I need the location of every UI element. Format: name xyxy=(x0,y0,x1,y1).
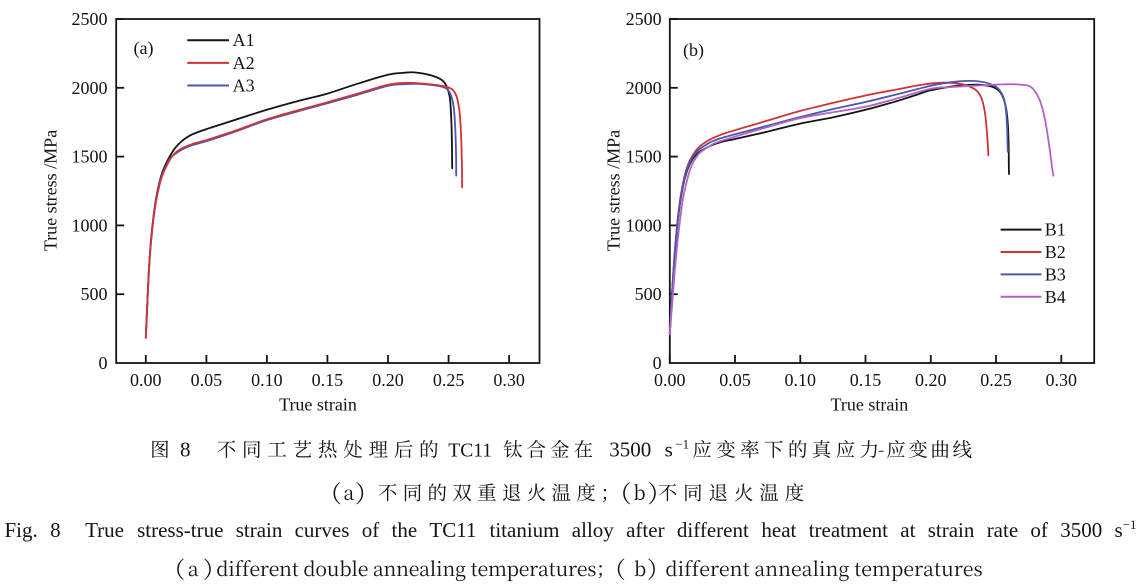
svg-text:A2: A2 xyxy=(233,53,255,73)
svg-text:0.25: 0.25 xyxy=(980,370,1012,390)
svg-text:1500: 1500 xyxy=(72,147,108,167)
svg-text:500: 500 xyxy=(635,284,662,304)
svg-text:1000: 1000 xyxy=(72,215,108,235)
svg-text:0.20: 0.20 xyxy=(372,370,404,390)
svg-text:1500: 1500 xyxy=(626,147,662,167)
svg-text:TC11: TC11 xyxy=(448,441,492,462)
svg-text:heat: heat xyxy=(761,518,796,542)
svg-text:8: 8 xyxy=(50,518,61,542)
svg-text:0.25: 0.25 xyxy=(433,370,465,390)
svg-text:2000: 2000 xyxy=(72,78,108,98)
svg-text:A3: A3 xyxy=(233,76,255,96)
svg-text:0.15: 0.15 xyxy=(850,370,882,390)
svg-text:3500: 3500 xyxy=(1060,518,1102,542)
svg-text:500: 500 xyxy=(81,284,108,304)
svg-text:0.10: 0.10 xyxy=(251,370,283,390)
svg-text:at: at xyxy=(900,518,915,542)
svg-text:−1: −1 xyxy=(675,437,689,452)
svg-text:of: of xyxy=(1030,518,1048,542)
svg-text:strain: strain xyxy=(928,518,975,542)
svg-text:8: 8 xyxy=(180,438,191,462)
svg-text:TC11: TC11 xyxy=(429,518,476,542)
svg-text:A1: A1 xyxy=(233,30,255,50)
svg-text:s: s xyxy=(665,438,673,462)
svg-text:Fig.: Fig. xyxy=(5,518,38,542)
svg-text:0: 0 xyxy=(99,353,108,373)
svg-text:0.15: 0.15 xyxy=(312,370,344,390)
svg-text:B1: B1 xyxy=(1045,220,1066,240)
svg-text:2500: 2500 xyxy=(626,9,662,29)
svg-text:−1: −1 xyxy=(1123,517,1137,532)
svg-text:treatment: treatment xyxy=(809,518,888,542)
svg-text:B2: B2 xyxy=(1045,242,1066,262)
svg-text:0.00: 0.00 xyxy=(130,370,162,390)
svg-text:0.05: 0.05 xyxy=(719,370,751,390)
svg-text:0.20: 0.20 xyxy=(915,370,947,390)
svg-text:0.00: 0.00 xyxy=(654,370,686,390)
svg-text:titanium: titanium xyxy=(490,518,560,542)
svg-text:alloy: alloy xyxy=(572,518,614,542)
svg-text:True stress /MPa: True stress /MPa xyxy=(41,130,61,251)
svg-text:True strain: True strain xyxy=(279,394,357,414)
svg-text:2500: 2500 xyxy=(72,9,108,29)
svg-text:True: True xyxy=(85,518,124,542)
svg-text:0: 0 xyxy=(653,353,662,373)
svg-text:strain: strain xyxy=(236,518,283,542)
svg-text:different: different xyxy=(677,518,749,542)
svg-text:1000: 1000 xyxy=(626,215,662,235)
svg-text:s: s xyxy=(1115,518,1123,542)
svg-text:True strain: True strain xyxy=(830,394,908,414)
svg-text:0.30: 0.30 xyxy=(1046,370,1078,390)
svg-text:rate: rate xyxy=(987,518,1018,542)
svg-text:B3: B3 xyxy=(1045,264,1066,284)
svg-text:0.05: 0.05 xyxy=(191,370,223,390)
svg-text:stress-true: stress-true xyxy=(137,518,223,542)
svg-text:the: the xyxy=(392,518,418,542)
svg-text:True stress /MPa: True stress /MPa xyxy=(604,130,624,251)
svg-text:(a): (a) xyxy=(134,38,154,59)
svg-text:3500: 3500 xyxy=(609,438,651,462)
svg-text:0.30: 0.30 xyxy=(493,370,525,390)
svg-text:(b): (b) xyxy=(683,40,704,61)
svg-text:curves: curves xyxy=(295,518,350,542)
svg-text:2000: 2000 xyxy=(626,78,662,98)
svg-text:B4: B4 xyxy=(1045,287,1066,307)
svg-text:of: of xyxy=(362,518,380,542)
svg-text:after: after xyxy=(626,518,664,542)
svg-text:0.10: 0.10 xyxy=(785,370,817,390)
